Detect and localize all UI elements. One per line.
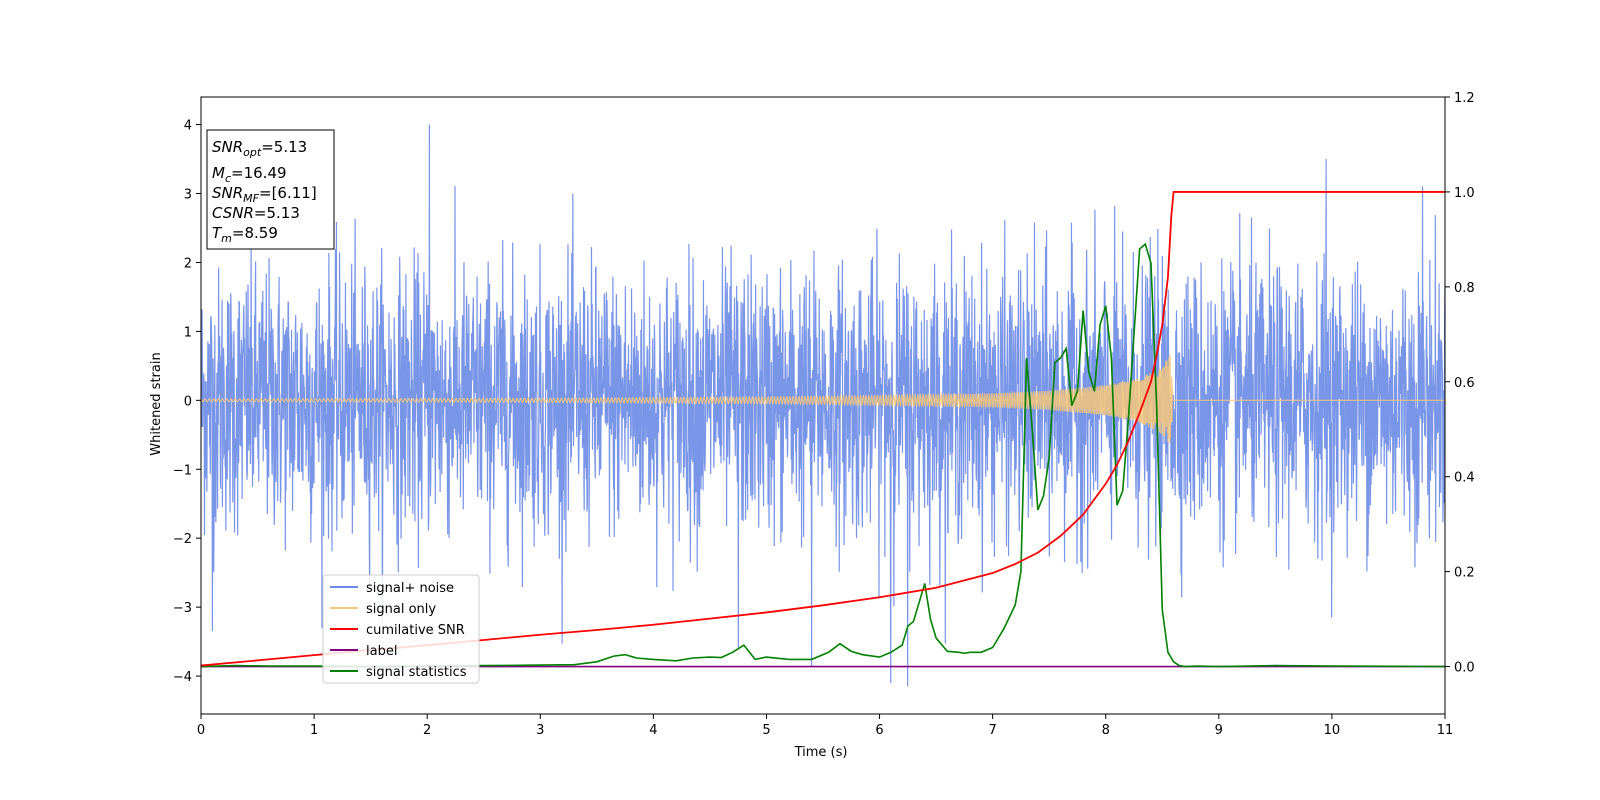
left-y-tick-label: −3: [173, 601, 192, 616]
info-snr-mf: SNRMF=[6.11]: [212, 184, 317, 205]
left-y-tick-label: 0: [184, 394, 192, 409]
x-tick-label: 6: [875, 723, 883, 738]
right-y-tick-label: 0.8: [1454, 281, 1475, 296]
right-y-tick-label: 0.2: [1454, 566, 1475, 581]
legend-label: signal statistics: [366, 665, 467, 680]
x-tick-label: 3: [536, 723, 544, 738]
left-y-axis-ticks: −4 −3 −2 −1 0 1 2 3 4: [173, 119, 201, 685]
x-tick-label: 0: [197, 723, 205, 738]
left-y-tick-label: 3: [184, 188, 192, 203]
right-y-tick-label: 0.6: [1454, 376, 1475, 391]
series-signal-statistics-line: [201, 242, 1445, 668]
info-box: SNRopt=5.13 Mc=16.49 SNRMF=[6.11] CSNR=5…: [206, 129, 335, 250]
y-axis-label: Whitened strain: [149, 352, 164, 455]
x-tick-label: 5: [762, 723, 770, 738]
x-tick-label: 11: [1437, 723, 1454, 738]
info-box-frame: [206, 129, 335, 250]
x-tick-label: 1: [310, 723, 318, 738]
x-axis-ticks: 0 1 2 3 4 5 6 7 8 9 10 11: [197, 714, 1453, 738]
x-tick-label: 7: [988, 723, 996, 738]
legend-label: signal+ noise: [366, 581, 454, 596]
x-tick-label: 10: [1324, 723, 1341, 738]
left-y-tick-label: 4: [184, 119, 192, 134]
series-signal-only-line: [201, 354, 1445, 444]
right-y-tick-label: 0.4: [1454, 471, 1475, 486]
left-y-tick-label: −2: [173, 532, 192, 547]
series-signal-noise-line: [201, 124, 1445, 687]
x-tick-label: 9: [1215, 723, 1223, 738]
left-y-tick-label: 1: [184, 325, 192, 340]
axes-frame: [200, 96, 1446, 715]
right-y-tick-label: 1.2: [1454, 91, 1475, 106]
left-y-tick-label: −1: [173, 463, 192, 478]
legend-label: cumilative SNR: [366, 623, 465, 638]
right-y-tick-label: 1.0: [1454, 186, 1475, 201]
legend-label: label: [366, 644, 397, 659]
info-mc: Mc=16.49: [212, 164, 287, 185]
right-y-axis-ticks: 0.0 0.2 0.4 0.6 0.8 1.0 1.2: [1445, 91, 1475, 676]
info-csnr: CSNR=5.13: [212, 204, 300, 222]
right-y-tick-label: 0.0: [1454, 661, 1475, 676]
x-axis-label: Time (s): [794, 745, 848, 760]
x-tick-label: 2: [423, 723, 431, 738]
x-tick-label: 4: [649, 723, 657, 738]
legend-label: signal only: [366, 602, 436, 617]
x-tick-label: 8: [1102, 723, 1110, 738]
legend: signal+ noise signal only cumilative SNR la…: [322, 574, 480, 684]
legend-frame: [322, 574, 480, 684]
info-snr-opt: SNRopt=5.13: [212, 138, 307, 159]
left-y-tick-label: −4: [173, 670, 192, 685]
legend-entries: signal+ noise signal only cumilative SNR la…: [330, 581, 467, 680]
left-y-tick-label: 2: [184, 256, 192, 271]
info-tm: Tm=8.59: [212, 224, 278, 245]
